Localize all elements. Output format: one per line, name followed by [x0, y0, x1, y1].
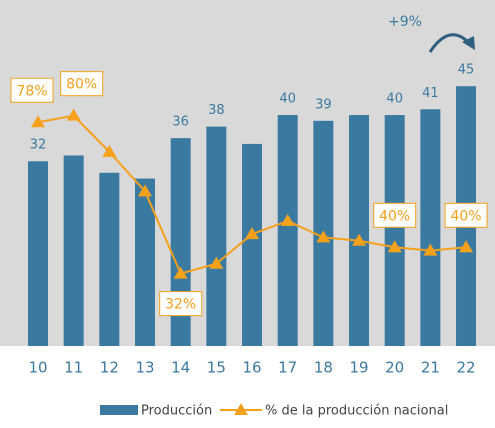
- bar-value-label: 39: [315, 97, 332, 112]
- line-value-label: 80%: [66, 77, 97, 93]
- line-value-label: 32%: [165, 297, 196, 313]
- x-tick-label: 17: [278, 359, 297, 377]
- x-tick-label: 22: [456, 359, 475, 377]
- annotation-arrowhead: [462, 36, 475, 50]
- bar: [384, 115, 405, 346]
- value-label-box: [159, 291, 203, 317]
- bar-value-label: 38: [208, 103, 225, 118]
- line-value-label: 78%: [16, 83, 47, 99]
- bar: [99, 172, 120, 346]
- line-marker: [423, 243, 438, 256]
- x-tick-label: 18: [314, 359, 333, 377]
- x-tick-label: 21: [421, 359, 440, 377]
- line-marker: [280, 213, 295, 226]
- x-tick-label: 16: [242, 359, 261, 377]
- line-marker: [66, 108, 81, 121]
- bar: [277, 115, 298, 346]
- x-tick-label: 20: [385, 359, 404, 377]
- line-marker: [173, 266, 188, 279]
- bar-value-label: 40: [279, 92, 296, 107]
- bar-value-label: 36: [172, 115, 189, 130]
- line-marker: [209, 256, 224, 269]
- line-marker: [352, 233, 367, 246]
- bar: [63, 155, 84, 346]
- value-label-box: [60, 71, 104, 97]
- line-marker: [316, 230, 331, 243]
- x-tick-label: 19: [349, 359, 368, 377]
- bar: [206, 126, 227, 346]
- bar: [420, 109, 441, 346]
- bar: [349, 115, 370, 346]
- legend-label: Producción: [141, 404, 212, 419]
- bar: [242, 143, 263, 346]
- value-label-box: [10, 77, 54, 103]
- line-marker: [138, 184, 153, 197]
- annotation: +9%: [388, 14, 422, 30]
- value-label-box: [373, 202, 417, 228]
- legend-label: % de la producción nacional: [265, 404, 448, 419]
- bar-value-label: 40: [386, 92, 403, 107]
- line-marker: [459, 240, 474, 253]
- legend-marker: [234, 403, 248, 415]
- value-label-box: [444, 202, 488, 228]
- line-marker: [387, 240, 402, 253]
- x-tick-label: 15: [207, 359, 226, 377]
- x-tick-label: 10: [28, 359, 47, 377]
- bar-value-label: 32: [30, 138, 47, 153]
- line-value-label: 40%: [379, 208, 410, 224]
- line-marker: [245, 227, 260, 240]
- bar: [28, 161, 48, 346]
- line-value-label: 40%: [450, 208, 481, 224]
- x-tick-label: 13: [135, 359, 154, 377]
- x-tick-label: 14: [171, 359, 190, 377]
- legend-swatch: [100, 405, 138, 415]
- bar-value-label: 45: [458, 63, 475, 78]
- bar-value-label: 41: [422, 86, 439, 101]
- line-marker: [31, 115, 45, 128]
- x-tick-label: 11: [64, 359, 83, 377]
- bar: [135, 178, 156, 346]
- line-marker: [102, 144, 117, 157]
- x-tick-label: 12: [100, 359, 119, 377]
